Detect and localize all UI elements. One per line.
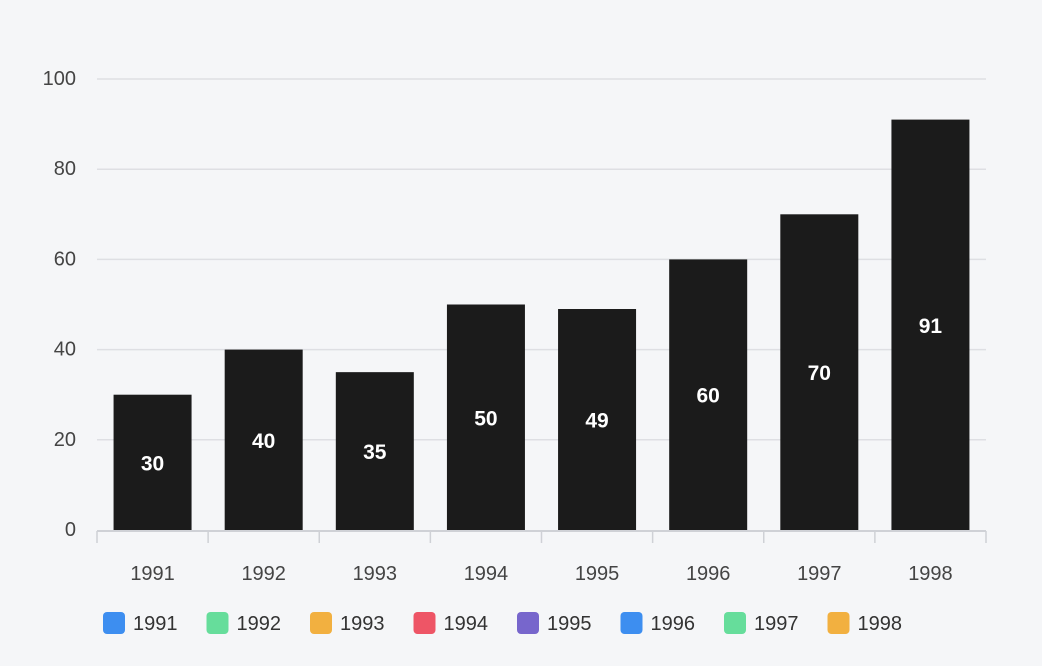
x-tick-label: 1994	[464, 563, 509, 585]
legend-label: 1998	[858, 613, 903, 635]
x-tick-label: 1993	[353, 563, 398, 585]
legend-label: 1995	[547, 613, 592, 635]
legend-swatch	[517, 612, 539, 634]
x-axis: 1991 1992 1993 1994 1995 1996 1997 1998	[96, 530, 987, 585]
bar-data-label: 30	[141, 452, 164, 475]
bar-data-label: 40	[252, 430, 275, 453]
x-tick-label: 1996	[686, 563, 731, 585]
legend-label: 1992	[237, 613, 282, 635]
legend-item-1996[interactable]: 1996	[620, 612, 696, 635]
legend-label: 1993	[340, 613, 385, 635]
legend-item-1995[interactable]: 1995	[517, 612, 592, 635]
legend-item-1993[interactable]: 1993	[310, 612, 385, 635]
legend-label: 1991	[133, 613, 178, 635]
bar-data-label: 35	[363, 441, 387, 464]
legend-label: 1994	[444, 613, 489, 635]
legend-item-1992[interactable]: 1992	[206, 612, 282, 635]
legend-swatch	[310, 612, 332, 634]
legend-item-1994[interactable]: 1994	[413, 612, 489, 635]
legend-label: 1997	[754, 613, 799, 635]
y-tick-label: 0	[65, 519, 76, 541]
y-tick-label: 20	[54, 429, 76, 451]
y-tick-label: 100	[43, 68, 76, 90]
legend-swatch	[206, 612, 229, 634]
legend-item-1998[interactable]: 1998	[827, 612, 903, 635]
x-tick-label: 1992	[241, 563, 286, 585]
bar-data-label: 60	[697, 385, 720, 408]
bar-1992[interactable]	[224, 349, 303, 530]
y-tick-label: 80	[54, 158, 76, 180]
bar-1996[interactable]	[669, 259, 748, 530]
legend-swatch	[620, 612, 643, 634]
bars: 30 40 35 50 49 60 70 91	[113, 119, 970, 531]
legend: 1991 1992 1993 1994 1995 1996 1997 1998	[103, 612, 902, 635]
x-tick-label: 1995	[575, 563, 620, 585]
x-tick-label: 1998	[908, 563, 953, 585]
legend-swatch	[103, 612, 125, 634]
legend-label: 1996	[651, 613, 696, 635]
bar-1991[interactable]	[113, 394, 192, 530]
y-tick-label: 40	[54, 339, 76, 361]
bar-data-label: 91	[919, 315, 943, 338]
bar-1993[interactable]	[335, 372, 414, 530]
bar-data-label: 50	[474, 407, 497, 430]
bar-data-label: 49	[585, 410, 608, 433]
legend-item-1997[interactable]: 1997	[724, 612, 799, 635]
legend-swatch	[724, 612, 746, 634]
x-tick-label: 1991	[130, 563, 175, 585]
legend-item-1991[interactable]: 1991	[103, 612, 178, 635]
y-tick-label: 60	[54, 248, 76, 270]
legend-swatch	[413, 612, 436, 634]
bar-1995[interactable]	[558, 309, 637, 530]
y-axis: 0 20 40 60 80 100	[43, 68, 76, 541]
bar-data-label: 70	[808, 362, 831, 385]
x-tick-label: 1997	[797, 563, 842, 585]
bar-1998[interactable]	[891, 119, 970, 530]
legend-swatch	[827, 612, 850, 634]
bar-1997[interactable]	[780, 214, 859, 531]
bar-1994[interactable]	[446, 304, 525, 531]
